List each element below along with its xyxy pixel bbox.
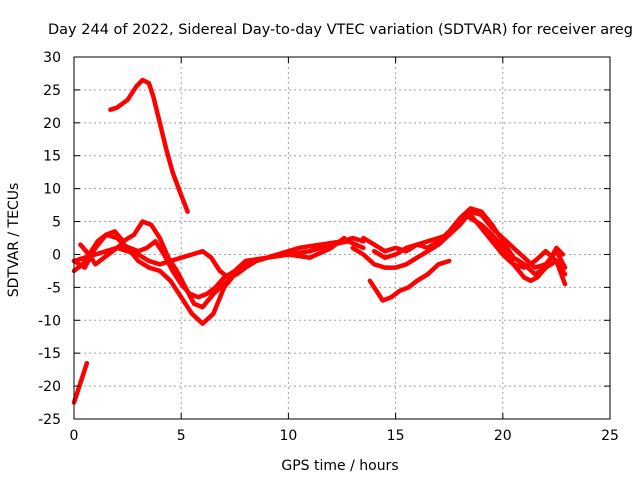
y-tick-label: -20 [38,379,61,395]
data-series-track-4 [71,219,366,310]
x-tick-label: 20 [494,428,512,444]
x-axis-label: GPS time / hours [281,458,398,474]
x-tick-label: 0 [70,428,79,444]
y-tick-label: -15 [38,346,61,362]
data-series-track-2 [108,77,190,214]
y-tick-label: 5 [52,215,61,231]
y-tick-label: -10 [38,313,61,329]
x-tick-label: 5 [177,428,186,444]
y-tick-label: 25 [43,83,61,99]
x-tick-label: 10 [279,428,297,444]
axis-ticks: 0 5 10 15 20 25 -25 -20 -15 -10 -5 0 5 10 15 20 25 30 [38,50,619,444]
y-tick-label: -5 [47,280,61,296]
plot-frame [73,56,611,420]
x-tick-label: 25 [601,428,619,444]
data-series-track-6 [71,235,366,280]
data-series-group [71,77,568,405]
y-tick-label: 15 [43,149,61,165]
data-series-track-9 [371,209,568,270]
y-tick-label: -25 [38,412,61,428]
y-tick-label: 20 [43,116,61,132]
data-series-track-8 [361,206,568,287]
y-tick-label: 10 [43,182,61,198]
chart-title: Day 244 of 2022, Sidereal Day-to-day VTE… [48,22,633,38]
y-tick-label: 0 [52,247,61,263]
data-series-track-10 [367,258,452,303]
data-series-track-3 [71,232,248,326]
x-tick-label: 15 [387,428,405,444]
data-series-track-1 [71,360,90,405]
y-tick-label: 30 [43,50,61,66]
data-series-track-11 [468,216,566,284]
y-axis-label: SDTVAR / TECUs [6,183,22,298]
